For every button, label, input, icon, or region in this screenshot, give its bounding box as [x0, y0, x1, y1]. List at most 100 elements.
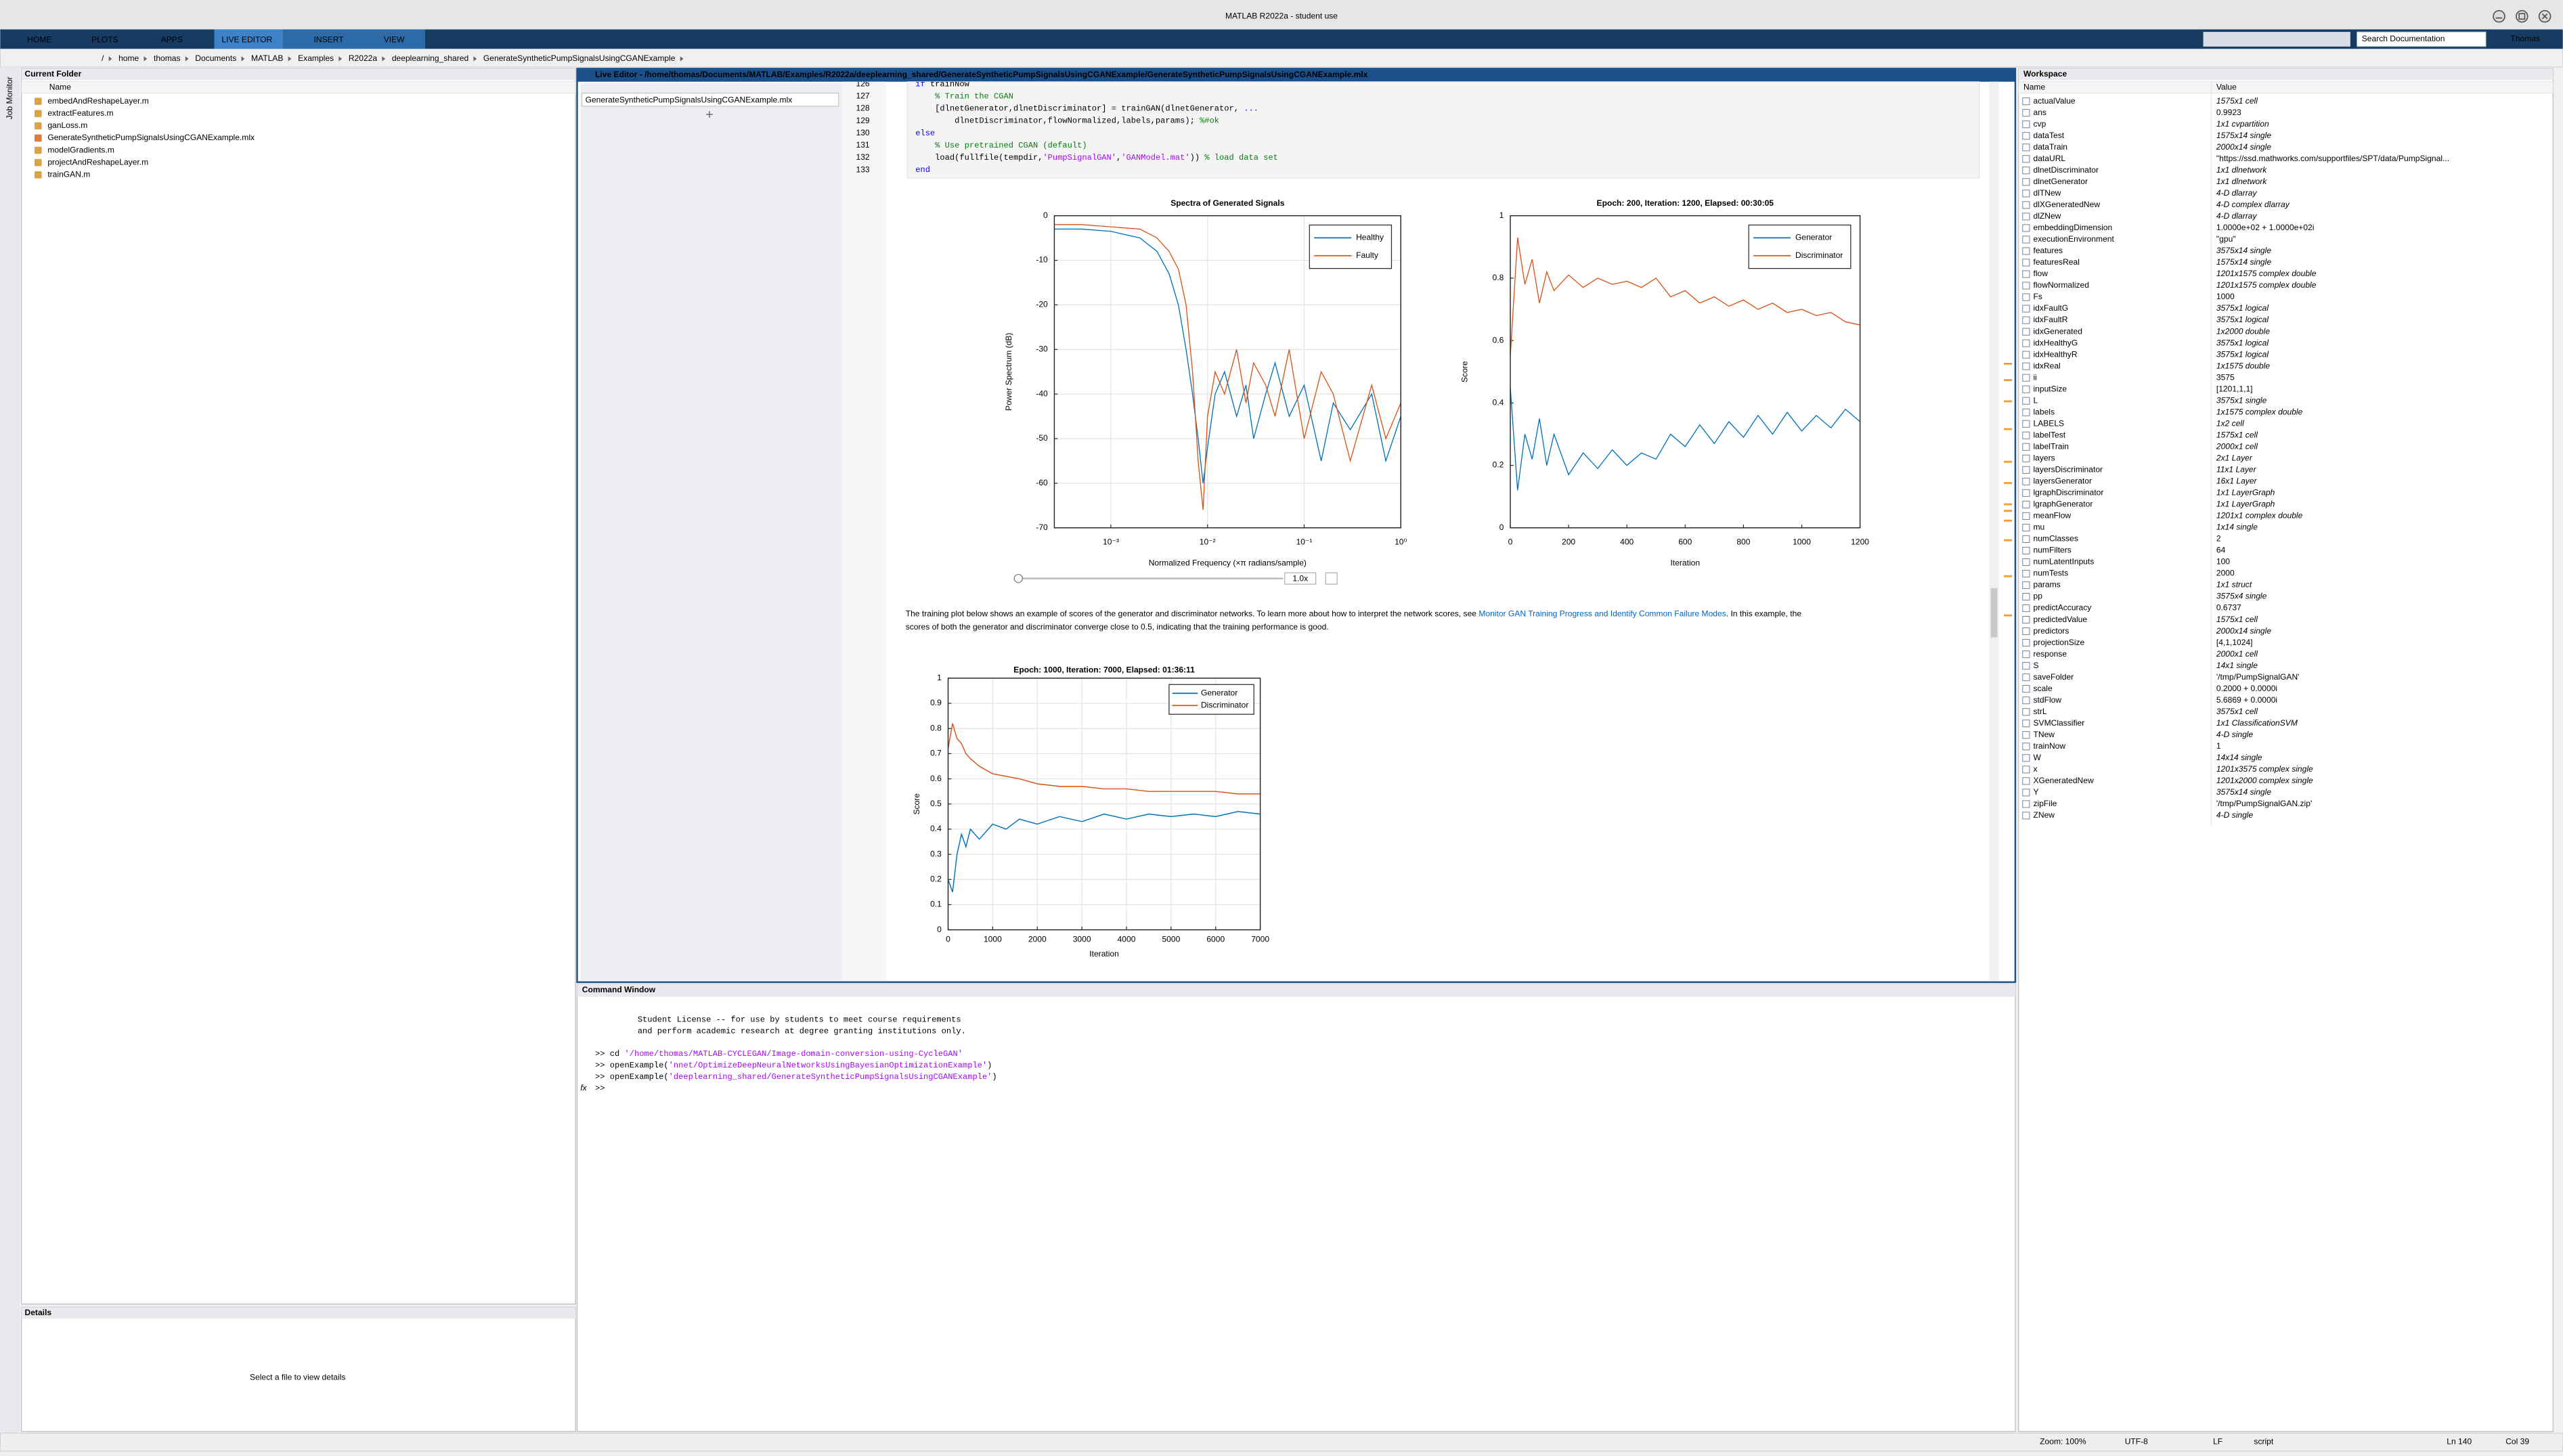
variable-name[interactable]: inputSize: [2034, 384, 2067, 393]
file-name[interactable]: embedAndReshapeLayer.m: [47, 96, 149, 106]
variable-name[interactable]: idxHealthyG: [2034, 338, 2078, 347]
variable-name[interactable]: featuresReal: [2034, 257, 2080, 267]
file-tab[interactable]: [582, 93, 839, 107]
variable-name[interactable]: dlXGeneratedNew: [2034, 200, 2101, 209]
path-segment[interactable]: MATLAB: [251, 53, 283, 63]
path-segment[interactable]: /: [102, 53, 104, 63]
variable-name[interactable]: cvp: [2034, 119, 2046, 129]
tab[interactable]: INSERT: [314, 35, 345, 44]
code-area[interactable]: 126 if trainNow 127 % Train the CGAN 128 [d…: [856, 79, 1277, 175]
variable-name[interactable]: predictedValue: [2034, 615, 2088, 624]
variable-name[interactable]: mu: [2034, 523, 2045, 532]
variable-name[interactable]: saveFolder: [2034, 672, 2074, 682]
variable-name[interactable]: labels: [2034, 407, 2055, 416]
variable-name[interactable]: executionEnvironment: [2034, 234, 2115, 244]
variable-name[interactable]: ii: [2034, 372, 2037, 382]
variable-name[interactable]: labelTest: [2034, 430, 2066, 439]
variable-name[interactable]: params: [2034, 580, 2061, 590]
variable-name[interactable]: S: [2034, 661, 2039, 670]
variable-name[interactable]: XGeneratedNew: [2034, 776, 2094, 785]
variable-name[interactable]: ans: [2034, 108, 2046, 117]
tab[interactable]: VIEW: [384, 35, 405, 44]
variable-name[interactable]: lgraphGenerator: [2034, 500, 2093, 509]
variable-name[interactable]: dataTrain: [2034, 142, 2068, 152]
path-segment[interactable]: thomas: [154, 53, 181, 63]
variable-name[interactable]: idxGenerated: [2034, 326, 2082, 336]
variable-name[interactable]: flowNormalized: [2034, 280, 2089, 290]
variable-name[interactable]: numTests: [2034, 569, 2069, 578]
variable-name[interactable]: trainNow: [2034, 741, 2066, 751]
variable-name[interactable]: projectionSize: [2034, 638, 2085, 647]
variable-name[interactable]: L: [2034, 395, 2038, 405]
variable-name[interactable]: zipFile: [2034, 799, 2057, 808]
variable-name[interactable]: W: [2034, 753, 2042, 762]
variable-name[interactable]: layers: [2034, 453, 2055, 462]
command-window-panel[interactable]: [576, 983, 2016, 1432]
path-segment[interactable]: Examples: [298, 53, 334, 63]
add-file-button[interactable]: [706, 111, 713, 118]
variable-name[interactable]: meanFlow: [2034, 511, 2072, 521]
file-name[interactable]: ganLoss.m: [47, 120, 87, 130]
variable-name[interactable]: numClasses: [2034, 534, 2078, 544]
search-box[interactable]: [2357, 31, 2487, 47]
variable-name[interactable]: labelTrain: [2034, 441, 2069, 451]
variable-name[interactable]: idxFaultG: [2034, 303, 2069, 313]
variable-name[interactable]: predictAccuracy: [2034, 603, 2092, 613]
variable-name[interactable]: layersDiscriminator: [2034, 464, 2103, 474]
variable-name[interactable]: idxHealthyR: [2034, 349, 2078, 359]
tab[interactable]: APPS: [161, 35, 183, 44]
variable-name[interactable]: numFilters: [2034, 546, 2072, 555]
quick-access-toolbar[interactable]: [2203, 32, 2350, 47]
file-name[interactable]: modelGradients.m: [47, 145, 114, 154]
path-segment[interactable]: deeplearning_shared: [392, 53, 468, 63]
file-name[interactable]: projectAndReshapeLayer.m: [47, 157, 148, 167]
variable-name[interactable]: strL: [2034, 707, 2047, 716]
tab[interactable]: PLOTS: [91, 35, 118, 44]
variable-name[interactable]: dataTest: [2034, 131, 2065, 140]
variable-name[interactable]: TNew: [2034, 730, 2055, 739]
tab[interactable]: HOME: [27, 35, 51, 44]
path-segment[interactable]: R2022a: [349, 53, 378, 63]
playback-bar[interactable]: [1013, 572, 1338, 585]
variable-name[interactable]: lgraphDiscriminator: [2034, 488, 2104, 498]
variable-name[interactable]: dlZNew: [2034, 211, 2061, 221]
variable-name[interactable]: Y: [2034, 787, 2039, 797]
window-controls[interactable]: [2493, 9, 2551, 23]
variable-name[interactable]: x: [2034, 764, 2038, 774]
path-segment[interactable]: GenerateSyntheticPumpSignalsUsingCGANExa…: [483, 53, 676, 63]
address-bar[interactable]: [0, 48, 2563, 68]
variable-name[interactable]: SVMClassifier: [2034, 718, 2085, 728]
variable-name[interactable]: dataURL: [2034, 154, 2066, 163]
variable-name[interactable]: flow: [2034, 269, 2049, 278]
variable-name[interactable]: stdFlow: [2034, 695, 2062, 705]
scrollbar[interactable]: [1989, 81, 1999, 981]
path-segment[interactable]: Documents: [195, 53, 236, 63]
variable-name[interactable]: idxFaultR: [2034, 315, 2068, 324]
tab[interactable]: LIVE EDITOR: [221, 35, 272, 44]
variable-name[interactable]: idxReal: [2034, 361, 2061, 370]
variable-name[interactable]: predictors: [2034, 626, 2069, 636]
variable-name[interactable]: embeddingDimension: [2034, 223, 2113, 232]
variable-name[interactable]: dlTNew: [2034, 188, 2061, 198]
file-name[interactable]: extractFeatures.m: [47, 108, 113, 118]
variable-name[interactable]: numLatentInputs: [2034, 557, 2095, 567]
variable-icon: [2022, 270, 2030, 278]
variable-name[interactable]: layersGenerator: [2034, 477, 2093, 486]
path-segment[interactable]: home: [118, 53, 139, 63]
variable-name[interactable]: ZNew: [2034, 810, 2055, 820]
variable-name[interactable]: scale: [2034, 684, 2053, 693]
playback-speed: 1.0x: [1292, 573, 1308, 583]
variable-name[interactable]: response: [2034, 649, 2067, 659]
scroll-thumb[interactable]: [1990, 588, 1998, 638]
file-name[interactable]: trainGAN.m: [47, 170, 90, 179]
variable-name[interactable]: Fs: [2034, 292, 2042, 301]
variable-name[interactable]: dlnetGenerator: [2034, 177, 2088, 186]
variable-name[interactable]: actualValue: [2034, 96, 2076, 106]
file-name[interactable]: GenerateSyntheticPumpSignalsUsingCGANExa…: [47, 133, 255, 142]
variable-name[interactable]: features: [2034, 246, 2063, 255]
code-line: load(fullfile(tempdir,'PumpSignalGAN','G…: [915, 153, 1278, 162]
variable-name[interactable]: LABELS: [2034, 418, 2065, 428]
variable-name[interactable]: pp: [2034, 592, 2043, 601]
variable-name[interactable]: dlnetDiscriminator: [2034, 165, 2099, 175]
